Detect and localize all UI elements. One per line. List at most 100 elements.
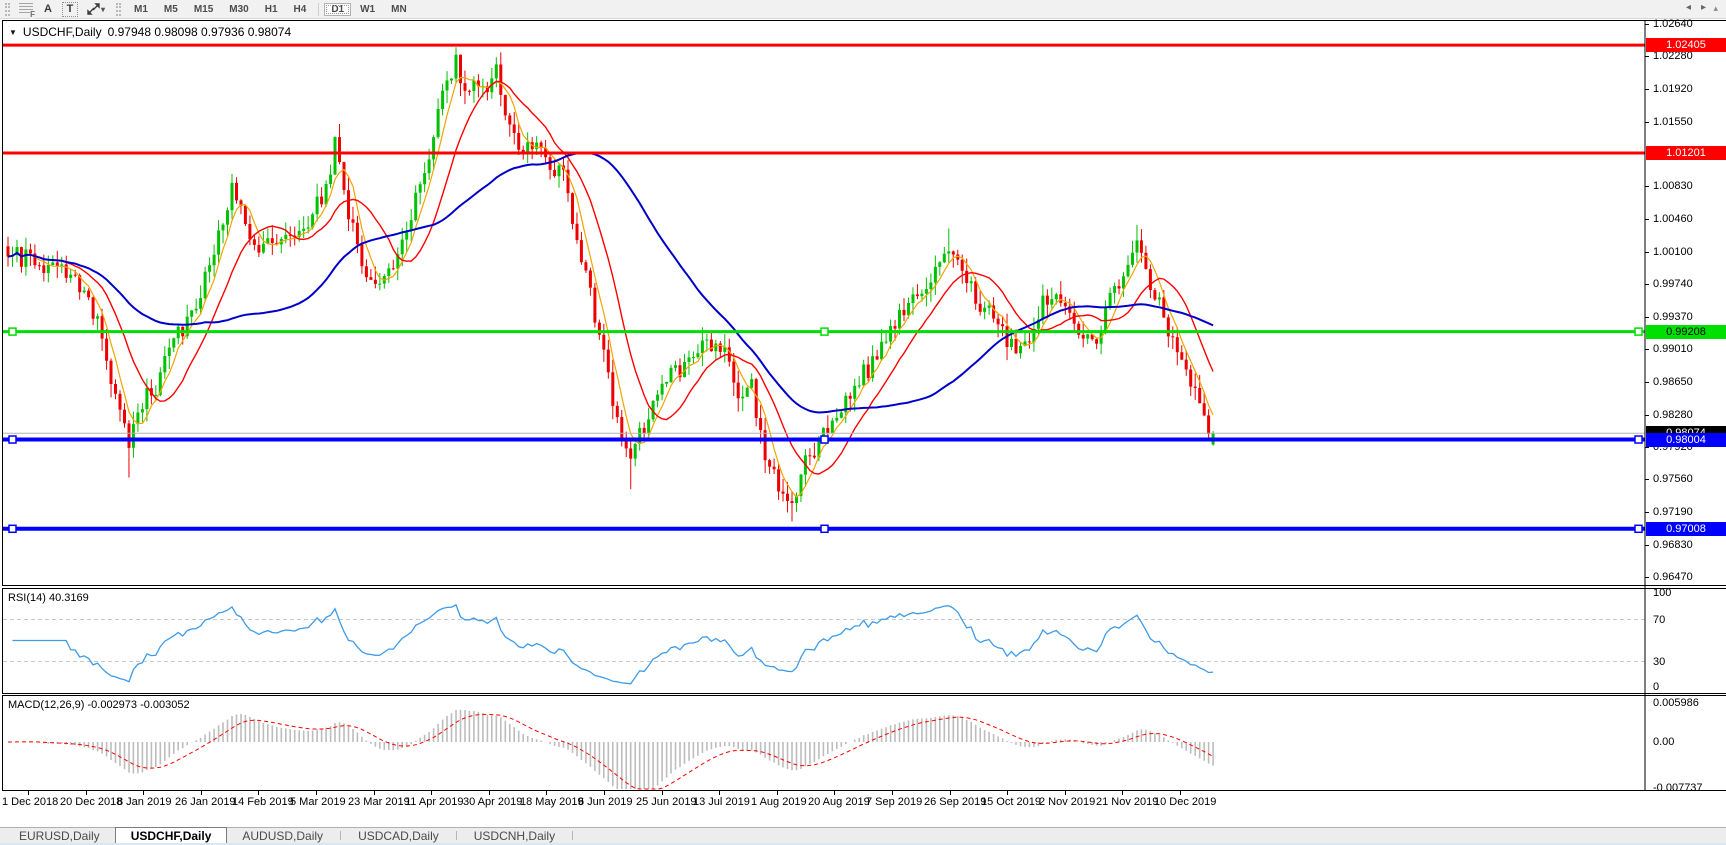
chart-tab-eurusd[interactable]: EURUSD,Daily xyxy=(19,828,100,843)
arrow-tool-icon[interactable]: ▾ xyxy=(84,2,108,17)
rsi-axis-label: 100 xyxy=(1653,587,1672,599)
timeframe-group-grip[interactable] xyxy=(116,2,121,16)
macd-axis-label: 0.00 xyxy=(1653,736,1675,748)
date-tick-label: 20 Dec 2018 xyxy=(60,796,123,808)
macd-axis-label: -0.007737 xyxy=(1653,782,1703,794)
price-badge: 1.02405 xyxy=(1646,38,1726,52)
price-badge: 1.01201 xyxy=(1646,146,1726,160)
date-tick-mark xyxy=(546,791,547,795)
price-tick-mark xyxy=(1645,545,1649,546)
tab-separator xyxy=(340,831,342,840)
chart-tab-usdcnh[interactable]: USDCNH,Daily xyxy=(473,828,556,843)
text-label-icon[interactable]: A xyxy=(44,3,52,15)
date-tick-mark xyxy=(1065,791,1066,795)
chart-symbol-period: USDCHF,Daily xyxy=(22,25,102,39)
date-tick-label: 1 Dec 2018 xyxy=(2,796,59,808)
timeframe-group: M1 M5 M15 M30 H1 H4 D1 W1 MN xyxy=(126,2,415,16)
timeframe-button-D1[interactable]: D1 xyxy=(324,2,352,16)
date-tick-label: 30 Apr 2019 xyxy=(463,796,523,808)
rsi-axis-label: 70 xyxy=(1653,614,1666,626)
timeframe-button-H1[interactable]: H1 xyxy=(264,3,278,15)
price-tick-mark xyxy=(1645,219,1649,220)
price-tick-label: 0.99370 xyxy=(1653,311,1693,323)
date-tick-label: 18 May 2019 xyxy=(520,796,584,808)
date-tick-label: 14 Feb 2019 xyxy=(232,796,294,808)
price-tick-mark xyxy=(1645,122,1649,123)
rsi-indicator-label: RSI(14) 40.3169 xyxy=(8,592,89,604)
price-tick-mark xyxy=(1645,349,1649,350)
date-tick-mark xyxy=(662,791,663,795)
rsi-panel[interactable] xyxy=(2,588,1726,694)
date-tick-mark xyxy=(604,791,605,795)
date-tick-mark xyxy=(777,791,778,795)
price-tick-label: 1.02640 xyxy=(1653,18,1693,30)
date-tick-mark xyxy=(719,791,720,795)
date-tick-mark xyxy=(892,791,893,795)
rsi-name: RSI(14) xyxy=(8,592,46,604)
date-tick-label: 13 Jul 2019 xyxy=(693,796,750,808)
timeframe-button-H4[interactable]: H4 xyxy=(293,3,307,15)
price-tick-mark xyxy=(1645,252,1649,253)
price-tick-mark xyxy=(1645,479,1649,480)
top-toolbar: F A T ▾ M1 M5 M15 M30 H1 H4 D1 W1 MN ▴ xyxy=(0,0,1726,19)
date-tick-mark xyxy=(1180,791,1181,795)
diagonal-arrows-icon xyxy=(87,3,100,15)
text-tool-icon[interactable]: T xyxy=(62,1,78,17)
toolbar-separator xyxy=(318,2,320,16)
chart-tab-bar: EURUSD,Daily USDCHF,Daily AUDUSD,Daily USDC… xyxy=(0,827,1726,843)
price-tick-mark xyxy=(1645,56,1649,57)
chart-tab-audusd[interactable]: AUDUSD,Daily xyxy=(242,828,324,843)
toolbar-grip[interactable] xyxy=(5,2,10,16)
timeframe-button-MN[interactable]: MN xyxy=(391,3,407,15)
date-tick-label: 11 Apr 2019 xyxy=(405,796,464,808)
grid-f-icon[interactable]: F xyxy=(18,2,35,19)
price-tick-label: 1.00460 xyxy=(1653,213,1693,225)
tab-scroll-right-icon[interactable]: ▸ xyxy=(1700,2,1716,13)
timeframe-button-M1[interactable]: M1 xyxy=(134,3,148,15)
price-tick-label: 0.96470 xyxy=(1653,571,1693,583)
macd-panel[interactable] xyxy=(2,695,1726,791)
price-tick-mark xyxy=(1645,382,1649,383)
price-tick-label: 0.96830 xyxy=(1653,539,1693,551)
toolbar-overflow-icon[interactable]: ▴ xyxy=(1713,3,1718,13)
macd-name: MACD(12,26,9) xyxy=(8,699,85,711)
price-tick-label: 0.97190 xyxy=(1653,506,1693,518)
chart-tab-usdchf[interactable]: USDCHF,Daily xyxy=(114,827,228,843)
price-tick-label: 1.00830 xyxy=(1653,180,1693,192)
price-tick-mark xyxy=(1645,447,1649,448)
price-badge: 0.97008 xyxy=(1646,522,1726,536)
date-tick-mark xyxy=(86,791,87,795)
timeframe-button-M15[interactable]: M15 xyxy=(193,3,214,15)
price-badge: 0.99208 xyxy=(1646,325,1726,339)
macd-axis-label: 0.005986 xyxy=(1653,697,1699,709)
tab-scroll-arrows[interactable]: ◂▸ xyxy=(1686,2,1716,13)
timeframe-button-W1[interactable]: W1 xyxy=(360,3,376,15)
price-tick-label: 0.97560 xyxy=(1653,473,1693,485)
tab-scroll-left-icon[interactable]: ◂ xyxy=(1685,2,1701,13)
date-tick-label: 7 Sep 2019 xyxy=(866,796,923,808)
chart-tab-usdcad[interactable]: USDCAD,Daily xyxy=(358,828,439,843)
price-tick-mark xyxy=(1645,577,1649,578)
date-tick-label: 21 Nov 2019 xyxy=(1096,796,1159,808)
price-tick-label: 0.99010 xyxy=(1653,343,1693,355)
timeframe-button-M30[interactable]: M30 xyxy=(229,3,249,15)
main-chart-panel[interactable] xyxy=(2,20,1726,586)
date-tick-mark xyxy=(1007,791,1008,795)
tab-separator xyxy=(455,831,457,840)
price-tick-mark xyxy=(1645,512,1649,513)
rsi-axis-label: 0 xyxy=(1653,681,1660,693)
date-tick-label: 25 Jun 2019 xyxy=(636,796,697,808)
timeframe-button-M5[interactable]: M5 xyxy=(163,3,178,15)
chart-ohlc-values: 0.97948 0.98098 0.97936 0.98074 xyxy=(107,25,292,39)
date-tick-label: 2 Nov 2019 xyxy=(1039,796,1096,808)
price-tick-label: 1.00100 xyxy=(1653,246,1693,258)
macd-values: -0.002973 -0.003052 xyxy=(87,699,190,711)
price-tick-mark xyxy=(1645,24,1649,25)
date-tick-mark xyxy=(316,791,317,795)
price-badge: 0.98004 xyxy=(1646,433,1726,447)
chevron-down-icon[interactable]: ▼ xyxy=(9,27,17,37)
date-tick-label: 26 Sep 2019 xyxy=(924,796,987,808)
rsi-value: 40.3169 xyxy=(48,592,89,604)
date-tick-mark xyxy=(489,791,490,795)
date-tick-label: 20 Aug 2019 xyxy=(808,796,870,808)
